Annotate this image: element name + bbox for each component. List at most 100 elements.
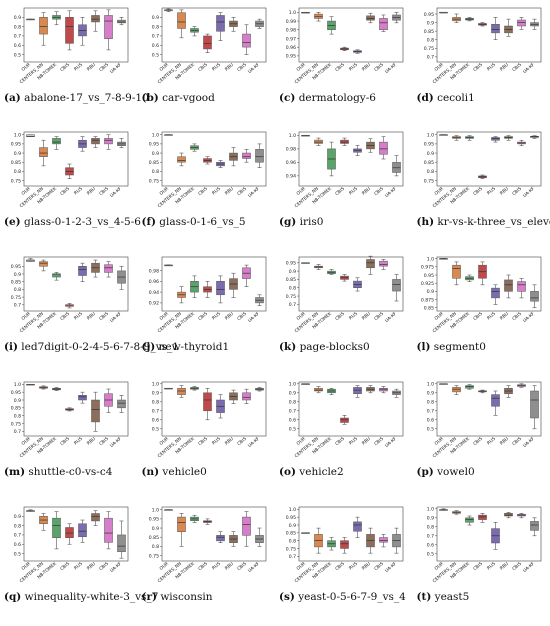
box-8 — [529, 18, 539, 30]
box-6 — [366, 138, 375, 153]
panel-title: vehicle0 — [162, 466, 207, 478]
y-tick-label: 0.75 — [11, 421, 21, 427]
chart-panel: 0.7 0.75 0.8 0.85 0.9 0.95 1.0 OUR CENTERS_NN NB-… — [0, 376, 138, 486]
panel-letter: (b) — [141, 92, 159, 104]
x-tick-label: UA-KF — [521, 561, 535, 574]
y-tick-label: 0.85 — [11, 160, 21, 166]
boxplot-svg: 0.70.750.80.850.90.95OURCENTERS_NNNB-TOM… — [11, 256, 129, 334]
y-tick-label: 0.95 — [423, 142, 433, 148]
box-4 — [202, 518, 212, 525]
box-3 — [189, 514, 199, 523]
chart-panel: 0.95 0.96 0.97 0.98 0.99 1.0 OUR CENTERS_NN NB-T… — [275, 2, 413, 112]
x-tick-label: OUR — [295, 62, 306, 73]
y-tick-label: 0.7 — [426, 534, 433, 540]
y-tick-label: 0.95 — [11, 142, 21, 148]
x-tick-label: RBU — [223, 62, 234, 73]
box-body — [379, 537, 388, 543]
box-6 — [228, 147, 238, 167]
plot-frame — [298, 506, 404, 562]
y-tick-label: 1.0 — [289, 10, 296, 16]
panel-caption: (t) yeast5 — [417, 591, 470, 603]
box-body — [104, 517, 113, 543]
box-6 — [503, 512, 513, 519]
plot-frame — [298, 256, 404, 312]
x-tick-label: OUR — [295, 561, 306, 572]
box-5 — [215, 394, 225, 419]
boxplot-svg: 0.70.750.80.850.90.95OURCENTERS_NNNB-TOM… — [423, 7, 541, 85]
box-body — [241, 392, 251, 401]
box-body — [516, 281, 526, 292]
y-tick-label: 0.7 — [289, 302, 296, 308]
panel-title: cecoli1 — [437, 92, 475, 104]
box-2 — [451, 13, 461, 23]
box-body — [340, 540, 349, 549]
y-tick-label: 0.9 — [14, 272, 21, 278]
y-tick-label: 0.96 — [148, 279, 158, 285]
plot-frame — [436, 256, 541, 312]
box-1 — [163, 387, 173, 390]
panel-letter: (h) — [416, 216, 435, 228]
panel-letter: (m) — [4, 466, 26, 478]
box-2 — [314, 264, 323, 270]
panel-title: dermatology-6 — [298, 92, 376, 104]
chart-panel: 0.5 0.6 0.7 0.8 0.9 1.0 OUR CENTERS_NN NB-TOMEK C… — [413, 376, 550, 486]
panel-letter: (p) — [416, 466, 434, 478]
plot-frame — [161, 256, 266, 312]
chart-panel: 0.75 0.8 0.85 0.9 0.95 1.0 OUR CENTERS_NN NB-TOM… — [413, 126, 550, 236]
y-tick-label: 0.85 — [423, 306, 433, 312]
panel-letter: (q) — [4, 591, 22, 603]
boxplot-svg: 0.750.80.850.90.951.0OURCENTERS_NNNB-TOM… — [148, 506, 266, 584]
x-tick-label: RBU — [223, 561, 234, 572]
chart-panel: 0.75 0.8 0.85 0.9 0.95 1.0 OUR CENTERS_NN NB-TOM… — [138, 501, 276, 611]
box-body — [117, 534, 126, 552]
y-tick-label: 1.0 — [151, 133, 158, 139]
y-tick-label: 0.95 — [286, 515, 296, 521]
box-1 — [163, 509, 173, 511]
box-body — [78, 266, 87, 276]
box-body — [464, 385, 474, 389]
plot-frame — [161, 506, 266, 562]
x-tick-label: CBIS — [373, 62, 385, 73]
box-1 — [438, 258, 448, 260]
box-3 — [189, 26, 199, 37]
panel-letter: (r) — [141, 591, 157, 603]
y-tick-label: 0.9 — [426, 151, 433, 157]
x-tick-label: CBIS — [59, 62, 71, 73]
box-body — [314, 13, 323, 19]
x-tick-label: RUS — [73, 186, 84, 197]
y-tick-label: 0.95 — [423, 12, 433, 18]
box-body — [91, 513, 100, 522]
y-tick-label: 0.7 — [289, 554, 296, 560]
box-2 — [451, 135, 461, 141]
panel-caption: (p) vowel0 — [417, 466, 475, 478]
box-3 — [52, 511, 61, 550]
panel-title: segment0 — [433, 341, 486, 353]
box-body — [379, 18, 388, 31]
box-1 — [438, 134, 448, 136]
panel-caption: (c) dermatology-6 — [279, 92, 376, 104]
panel-letter: (n) — [141, 466, 160, 478]
y-tick-label: 0.8 — [426, 525, 433, 531]
x-tick-label: CBIS — [373, 436, 385, 447]
box-3 — [464, 274, 474, 282]
x-tick-label: RUS — [210, 436, 221, 447]
box-body — [516, 19, 526, 27]
box-4 — [477, 513, 487, 523]
box-3 — [327, 141, 336, 177]
panel-title: glass-0-1-2-3_vs_4-5-6 — [23, 216, 141, 228]
boxplot-svg: 0.70.750.80.850.90.951.0OURCENTERS_NNNB-… — [286, 506, 404, 584]
box-6 — [228, 389, 238, 404]
y-tick-label: 1.0 — [426, 382, 433, 388]
panel-title: abalone-17_vs_7-8-9-10 — [24, 92, 149, 104]
x-tick-label: OUR — [158, 62, 169, 73]
x-tick-label: RUS — [485, 186, 496, 197]
x-tick-label: CBIS — [334, 186, 346, 197]
box-5 — [353, 49, 362, 54]
box-1 — [26, 258, 35, 262]
y-tick-label: 0.95 — [148, 517, 158, 523]
box-8 — [254, 18, 264, 29]
y-tick-label: 0.98 — [286, 147, 296, 153]
x-tick-label: UA-KF — [109, 311, 123, 324]
box-8 — [392, 527, 401, 554]
